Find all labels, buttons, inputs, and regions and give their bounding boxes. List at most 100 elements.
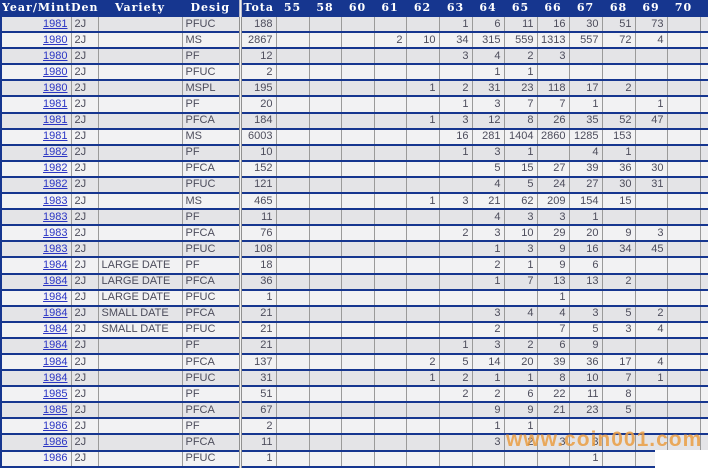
grade-64-cell: 21: [472, 193, 505, 211]
desig-cell: PFCA: [182, 353, 241, 372]
filler-cell: [700, 96, 708, 114]
grade-60-cell: [341, 273, 375, 291]
filler-cell: [700, 257, 708, 275]
grade-69-cell: [635, 193, 668, 211]
table-row: 1986 2J PFCA 11 3 2 3 3: [1, 434, 708, 452]
grade-67-cell: [569, 64, 603, 82]
year-link[interactable]: 1985: [43, 403, 68, 416]
grade-66-cell: 9: [537, 241, 570, 259]
filler-cell: [700, 370, 708, 388]
grade-69-cell: [635, 80, 668, 98]
year-link[interactable]: 1980: [43, 81, 68, 94]
year-link[interactable]: 1984: [43, 258, 68, 271]
year-link[interactable]: 1981: [43, 17, 68, 30]
year-link[interactable]: 1980: [43, 33, 68, 46]
table-row: 1981 2J PFCA 184 1 3 12 8 26 35 52 47: [1, 112, 708, 130]
grade-55-cell: [276, 32, 310, 50]
year-link[interactable]: 1984: [43, 291, 68, 304]
year-link[interactable]: 1983: [43, 242, 68, 255]
year-link[interactable]: 1981: [43, 114, 68, 127]
year-cell: 1983: [1, 209, 72, 227]
grade-55-cell: [276, 48, 310, 66]
grade-62-cell: [406, 225, 440, 243]
grade-67-cell: 1: [569, 450, 603, 468]
column-header-grade-63: 63: [439, 0, 472, 17]
year-link[interactable]: 1981: [43, 98, 68, 111]
grade-68-cell: 36: [602, 160, 636, 178]
column-header-grade-58: 58: [309, 0, 341, 17]
grade-70-cell: [667, 193, 701, 211]
grade-70-cell: [667, 64, 701, 82]
grade-66-cell: [537, 450, 570, 468]
grade-65-cell: [504, 321, 538, 339]
desig-cell: PFUC: [182, 176, 241, 195]
grade-66-cell: 7: [537, 321, 570, 339]
grade-68-cell: 30: [602, 176, 636, 195]
desig-cell: PF: [182, 418, 241, 436]
grade-66-cell: 27: [537, 160, 570, 178]
grade-64-cell: [472, 450, 505, 468]
year-link[interactable]: 1983: [43, 210, 68, 223]
grade-67-cell: 36: [569, 353, 603, 372]
year-link[interactable]: 1984: [43, 355, 68, 368]
grade-65-cell: 62: [504, 193, 538, 211]
variety-cell: [98, 64, 183, 82]
table-row: 1981 2J PF 20 1 3 7 7 1 1: [1, 96, 708, 114]
grade-61-cell: [374, 386, 407, 404]
desig-cell: PFUC: [182, 370, 241, 388]
year-link[interactable]: 1985: [43, 387, 68, 400]
year-link[interactable]: 1982: [43, 146, 68, 159]
grade-66-cell: 6: [537, 337, 570, 355]
year-link[interactable]: 1984: [43, 307, 68, 320]
grade-60-cell: [341, 241, 375, 259]
grade-69-cell: [635, 257, 668, 275]
grade-70-cell: [667, 128, 701, 146]
year-link[interactable]: 1983: [43, 226, 68, 239]
grade-66-cell: 118: [537, 80, 570, 98]
grade-66-cell: 1313: [537, 32, 570, 50]
grade-66-cell: 22: [537, 386, 570, 404]
grade-60-cell: [341, 193, 375, 211]
desig-cell: PF: [182, 209, 241, 227]
year-link[interactable]: 1984: [43, 371, 68, 384]
year-link[interactable]: 1986: [43, 419, 68, 432]
year-link[interactable]: 1980: [43, 49, 68, 62]
grade-69-cell: 31: [635, 176, 668, 195]
grade-65-cell: 1404: [504, 128, 538, 146]
variety-cell: [98, 434, 183, 452]
year-link[interactable]: 1983: [43, 194, 68, 207]
grade-66-cell: 39: [537, 353, 570, 372]
grade-67-cell: 17: [569, 80, 603, 98]
grade-67-cell: 5: [569, 321, 603, 339]
grade-62-cell: [406, 305, 440, 323]
desig-cell: PFUC: [182, 64, 241, 82]
grade-58-cell: [309, 128, 342, 146]
grade-70-cell: [667, 176, 701, 195]
year-link[interactable]: 1982: [43, 178, 68, 191]
year-link[interactable]: 1984: [43, 275, 68, 288]
desig-cell: PFUC: [182, 289, 241, 307]
grade-69-cell: 2: [635, 305, 668, 323]
grade-60-cell: [341, 386, 375, 404]
year-link[interactable]: 1984: [43, 323, 68, 336]
total-cell: 76: [238, 225, 277, 243]
den-cell: 2J: [71, 225, 99, 243]
variety-cell: [98, 225, 183, 243]
grade-58-cell: [309, 209, 342, 227]
grade-58-cell: [309, 96, 342, 114]
year-link[interactable]: 1982: [43, 162, 68, 175]
grade-66-cell: 21: [537, 402, 570, 420]
grade-55-cell: [276, 257, 310, 275]
grade-70-cell: [667, 418, 701, 436]
table-row: 1985 2J PF 51 2 2 6 22 11 8: [1, 386, 708, 404]
year-link[interactable]: 1981: [43, 130, 68, 143]
grade-65-cell: 4: [504, 305, 538, 323]
year-link[interactable]: 1984: [43, 339, 68, 352]
grade-69-cell: 1: [635, 96, 668, 114]
grade-62-cell: [406, 128, 440, 146]
grade-64-cell: 1: [472, 418, 505, 436]
grade-63-cell: 5: [439, 353, 473, 372]
grade-64-cell: 2: [472, 257, 505, 275]
year-link[interactable]: 1986: [43, 435, 68, 448]
year-link[interactable]: 1980: [43, 65, 68, 78]
